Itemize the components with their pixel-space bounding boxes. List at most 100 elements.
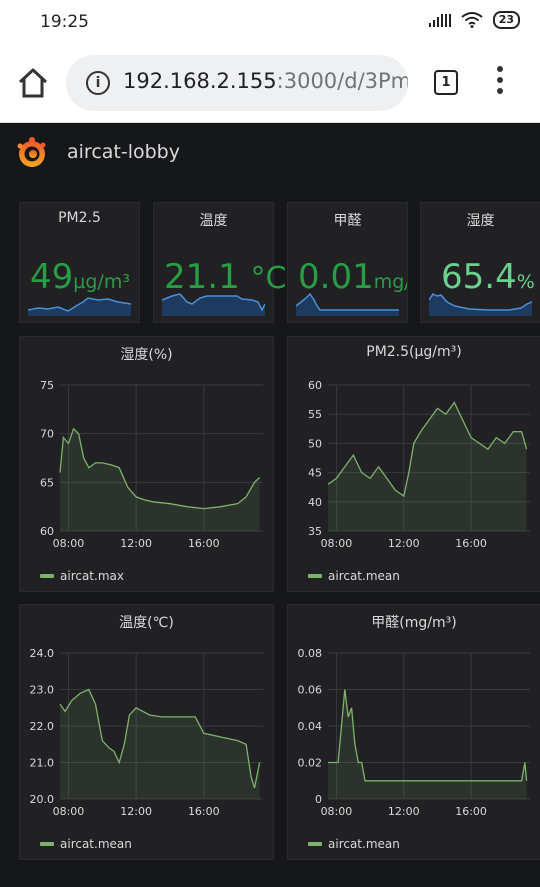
x-tick-label: 12:00 — [388, 805, 420, 818]
more-menu-icon[interactable] — [497, 66, 503, 98]
url-path: :3000/d/3Pm — [276, 69, 408, 93]
legend-swatch — [40, 842, 54, 846]
temperature-chart: 24.0 23.0 22.0 21.0 20.008:00 12:00 16:00 — [30, 647, 263, 818]
dashboard-title[interactable]: aircat-lobby — [67, 141, 180, 163]
y-tick-label: 23.0 — [30, 684, 55, 697]
y-tick-label: 0.06 — [298, 684, 323, 697]
series-line — [59, 688, 261, 789]
stat-panel-pm25[interactable]: PM2.5 49µg/m³ — [19, 202, 140, 323]
y-tick-label: 0.04 — [298, 720, 323, 733]
x-tick-label: 12:00 — [120, 805, 152, 818]
y-tick-label: 35 — [308, 525, 322, 538]
y-tick-label: 65 — [40, 476, 54, 489]
stat-unit: % — [516, 271, 535, 293]
dashboard-header: aircat-lobby — [0, 123, 540, 183]
wifi-icon — [461, 12, 483, 28]
url-text[interactable]: 192.168.2.155:3000/d/3Pm — [123, 69, 408, 93]
series-area — [60, 428, 260, 531]
x-tick-label: 08:00 — [321, 805, 353, 818]
sparkline — [296, 292, 399, 316]
legend-label: aircat.mean — [328, 569, 400, 583]
graph-panel-formaldehyde[interactable]: 甲醛(mg/m³) 0.08 0.06 0.04 0.02 0 08:00 12:00 16:… — [287, 604, 540, 860]
sparkline — [28, 297, 131, 316]
info-icon[interactable]: i — [86, 71, 110, 95]
stat-title: PM2.5 — [58, 210, 101, 226]
x-tick-label: 16:00 — [455, 805, 487, 818]
y-tick-label: 0.08 — [298, 647, 323, 660]
y-tick-label: 55 — [308, 408, 322, 421]
url-host: 192.168.2.155 — [123, 69, 277, 93]
graph-panel-humidity[interactable]: 湿度(%) 75 70 65 60 08:00 12:00 16:00 aircat.max — [19, 336, 274, 592]
stat-unit: µg/m³ — [73, 271, 130, 293]
graph-panel-pm25[interactable]: PM2.5(μg/m³) 60 55 50 45 40 35 08:00 12:00 16:00… — [287, 336, 540, 592]
signal-icon — [428, 14, 451, 27]
graph-title: 温度(℃) — [119, 615, 174, 631]
status-bar: 19:25 23 — [0, 0, 540, 44]
x-tick-label: 16:00 — [455, 537, 487, 550]
stat-panel-formaldehyde[interactable]: 甲醛 0.01mg/m³ — [287, 202, 408, 323]
stat-title: 湿度 — [466, 213, 495, 229]
address-bar[interactable]: i 192.168.2.155:3000/d/3Pm — [66, 55, 408, 111]
series-area — [60, 689, 260, 799]
legend-swatch — [308, 842, 322, 846]
home-icon[interactable] — [16, 66, 50, 100]
x-tick-label: 08:00 — [53, 805, 85, 818]
browser-toolbar: i 192.168.2.155:3000/d/3Pm 1 — [0, 44, 540, 123]
graph-legend[interactable]: aircat.mean — [308, 837, 400, 851]
y-tick-label: 75 — [40, 379, 54, 392]
series-area — [328, 689, 527, 799]
sparkline — [162, 293, 265, 316]
x-tick-label: 08:00 — [53, 537, 85, 550]
y-tick-label: 0.02 — [298, 757, 323, 770]
status-time: 19:25 — [40, 12, 89, 32]
x-tick-label: 16:00 — [188, 537, 220, 550]
legend-label: aircat.mean — [328, 837, 400, 851]
grafana-logo-icon[interactable] — [14, 135, 50, 171]
sparkline — [429, 293, 532, 316]
stat-number: 0.01 — [298, 257, 374, 297]
y-tick-label: 21.0 — [30, 757, 55, 770]
battery-indicator: 23 — [492, 11, 520, 29]
legend-label: aircat.mean — [60, 837, 132, 851]
stat-number: 49 — [30, 257, 74, 297]
graph-legend[interactable]: aircat.mean — [40, 837, 132, 851]
graph-title: 湿度(%) — [120, 347, 173, 363]
graph-panel-temperature[interactable]: 温度(℃) 24.0 23.0 22.0 21.0 20.0 08:00 12:00 16:0… — [19, 604, 274, 860]
stat-number: 65.4 — [441, 257, 517, 297]
graph-title: 甲醛(mg/m³) — [371, 615, 457, 631]
legend-label: aircat.max — [60, 569, 124, 583]
y-tick-label: 0 — [315, 793, 322, 806]
graph-title: PM2.5(μg/m³) — [366, 344, 462, 360]
tab-switcher-button[interactable]: 1 — [434, 70, 458, 95]
y-tick-label: 60 — [308, 379, 322, 392]
legend-swatch — [308, 574, 322, 578]
series-area — [328, 402, 527, 531]
legend-swatch — [40, 574, 54, 578]
status-icons: 23 — [428, 11, 520, 29]
stat-value: 0.01mg/m³ — [298, 257, 407, 297]
stat-value: 65.4% — [441, 257, 535, 297]
y-tick-label: 50 — [308, 437, 322, 450]
x-tick-label: 08:00 — [321, 537, 353, 550]
x-tick-label: 16:00 — [188, 805, 220, 818]
y-tick-label: 22.0 — [30, 720, 55, 733]
y-tick-label: 70 — [40, 428, 54, 441]
graph-legend[interactable]: aircat.max — [40, 569, 124, 583]
y-tick-label: 20.0 — [30, 793, 55, 806]
stat-unit: mg/m³ — [373, 271, 407, 293]
x-tick-label: 12:00 — [120, 537, 152, 550]
stat-title: 甲醛 — [333, 213, 362, 229]
y-tick-label: 24.0 — [30, 647, 55, 660]
y-tick-label: 45 — [308, 467, 322, 480]
series-line — [59, 427, 261, 510]
stat-value: 49µg/m³ — [30, 257, 130, 297]
stat-number: 21.1 — [164, 257, 251, 297]
stat-panel-temperature[interactable]: 温度 21.1 °C — [153, 202, 286, 323]
graph-legend[interactable]: aircat.mean — [308, 569, 400, 583]
formaldehyde-chart: 0.08 0.06 0.04 0.02 008:00 12:00 16:00 — [298, 647, 530, 818]
y-tick-label: 60 — [40, 525, 54, 538]
series-line — [328, 689, 528, 782]
stat-panel-humidity[interactable]: 湿度 65.4% — [420, 202, 540, 323]
